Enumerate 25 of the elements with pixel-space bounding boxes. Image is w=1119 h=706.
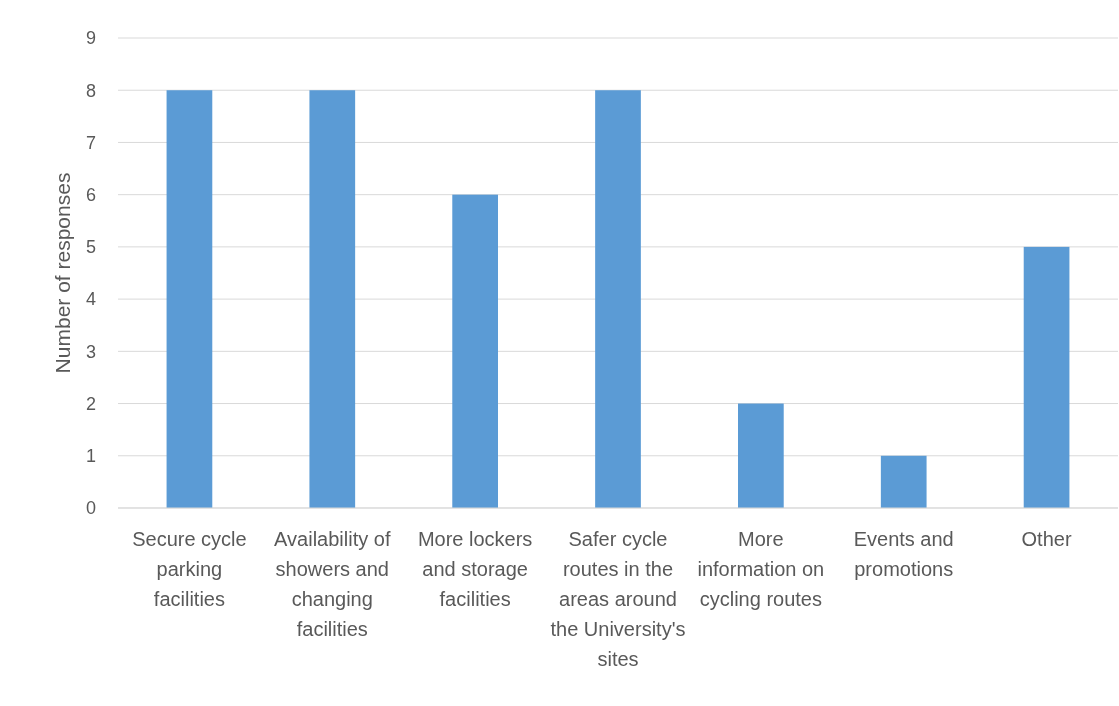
y-axis-title: Number of responses [51, 172, 74, 374]
x-tick-label: Availability of showers and changing facilities [274, 528, 391, 640]
y-tick-label: 6 [85, 184, 96, 205]
x-tick-label: Secure cycle parking facilities [132, 528, 247, 610]
x-tick-label: Other [1021, 528, 1072, 550]
y-tick-label: 2 [85, 393, 96, 414]
y-tick-label: 8 [85, 80, 96, 101]
x-tick-label: Safer cycle routes in the areas around the University's sites [550, 528, 686, 670]
bar [595, 90, 641, 508]
x-tick-label: Events and promotions [853, 528, 954, 580]
y-tick-label: 4 [85, 289, 96, 310]
y-tick-label: 3 [85, 341, 96, 362]
bar [166, 90, 213, 508]
y-tick-label: 9 [85, 28, 96, 49]
bar [309, 90, 356, 508]
y-tick-label: 0 [85, 498, 96, 519]
bar [1023, 246, 1070, 508]
y-tick-label: 1 [85, 446, 96, 467]
bar [452, 194, 498, 508]
y-tick-label: 7 [85, 132, 96, 153]
bar [880, 455, 927, 508]
x-tick-label: More lockers and storage facilities [417, 528, 533, 610]
x-tick-label: More information on cycling routes [697, 528, 825, 610]
y-tick-label: 5 [85, 237, 96, 258]
bar [738, 403, 784, 508]
